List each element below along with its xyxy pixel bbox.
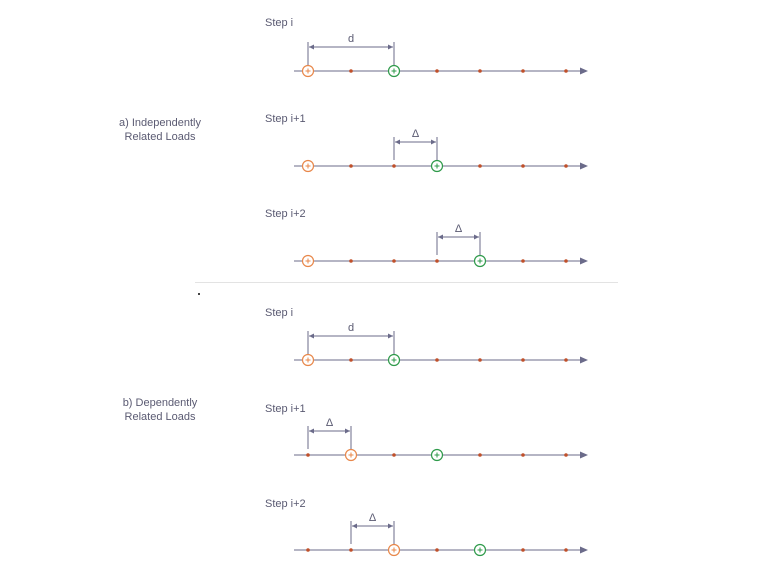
- step-title-a2: Step i+1: [265, 113, 306, 125]
- step-title-b1: Step i: [265, 307, 294, 319]
- s2-step2-dim-arrow-right: [345, 428, 350, 434]
- s1-step1-node: [564, 69, 568, 73]
- section-b-label-line1: b) Dependently: [122, 397, 198, 409]
- s2-step2-axis-arrow: [580, 451, 588, 459]
- section-b-label-line2: Related Loads: [124, 411, 196, 423]
- s1-step3-node: [435, 259, 439, 263]
- s2-step2-node: [521, 453, 525, 457]
- s1-step2-node: [564, 164, 568, 168]
- s2-step3-axis-arrow: [580, 546, 588, 554]
- section-divider: [195, 282, 618, 283]
- s2-step3-node: [306, 548, 310, 552]
- s1-step2-dim-arrow-right: [431, 139, 436, 145]
- s1-step2-node: [521, 164, 525, 168]
- s1-step1-node: [435, 69, 439, 73]
- s2-step3-node: [435, 548, 439, 552]
- s2-step1-dim-arrow-right: [388, 333, 393, 339]
- s2-step2-node: [564, 453, 568, 457]
- s2-step1-node: [521, 358, 525, 362]
- s1-step3-node: [521, 259, 525, 263]
- s1-step2-node: [478, 164, 482, 168]
- s1-step3-node: [349, 259, 353, 263]
- s2-step3-node: [521, 548, 525, 552]
- step-title-a3: Step i+2: [265, 208, 306, 220]
- s2-step2-node: [306, 453, 310, 457]
- s1-step1-axis-arrow: [580, 67, 588, 75]
- section-b-label: b) Dependently Related Loads: [95, 396, 225, 424]
- s1-step1-dim-arrow-left: [309, 44, 314, 50]
- s2-step3-dim-arrow-left: [352, 523, 357, 529]
- divider-dot: [198, 293, 200, 295]
- s2-step1-node: [435, 358, 439, 362]
- s1-step3-node: [392, 259, 396, 263]
- s2-step2-node: [392, 453, 396, 457]
- s1-step1-dim-arrow-right: [388, 44, 393, 50]
- step-title-b2: Step i+1: [265, 403, 306, 415]
- s2-step1-node: [349, 358, 353, 362]
- s2-step1-node: [478, 358, 482, 362]
- section-a-label: a) Independently Related Loads: [95, 116, 225, 144]
- s2-step3-dim-label: Δ: [369, 512, 377, 524]
- s1-step1-dim-label: d: [348, 33, 354, 45]
- s1-step3-axis-arrow: [580, 257, 588, 265]
- step-title-b3: Step i+2: [265, 498, 306, 510]
- s1-step3-node: [564, 259, 568, 263]
- s1-step3-dim-arrow-right: [474, 234, 479, 240]
- s2-step1-node: [564, 358, 568, 362]
- step-title-a1: Step i: [265, 17, 294, 29]
- section-a-label-line2: Related Loads: [124, 131, 196, 143]
- s2-step1-axis-arrow: [580, 356, 588, 364]
- s2-step3-node: [564, 548, 568, 552]
- s1-step1-node: [349, 69, 353, 73]
- s1-step2-node: [349, 164, 353, 168]
- s1-step2-dim-arrow-left: [395, 139, 400, 145]
- s1-step2-dim-label: Δ: [412, 128, 420, 140]
- s2-step3-node: [349, 548, 353, 552]
- s2-step2-dim-arrow-left: [309, 428, 314, 434]
- s2-step2-dim-label: Δ: [326, 417, 334, 429]
- s1-step1-node: [521, 69, 525, 73]
- s1-step2-node: [392, 164, 396, 168]
- s2-step1-dim-label: d: [348, 322, 354, 334]
- s2-step3-dim-arrow-right: [388, 523, 393, 529]
- s2-step1-dim-arrow-left: [309, 333, 314, 339]
- s2-step2-node: [478, 453, 482, 457]
- section-a-label-line1: a) Independently: [119, 117, 201, 129]
- s1-step3-dim-arrow-left: [438, 234, 443, 240]
- s1-step3-dim-label: Δ: [455, 223, 463, 235]
- s1-step1-node: [478, 69, 482, 73]
- s1-step2-axis-arrow: [580, 162, 588, 170]
